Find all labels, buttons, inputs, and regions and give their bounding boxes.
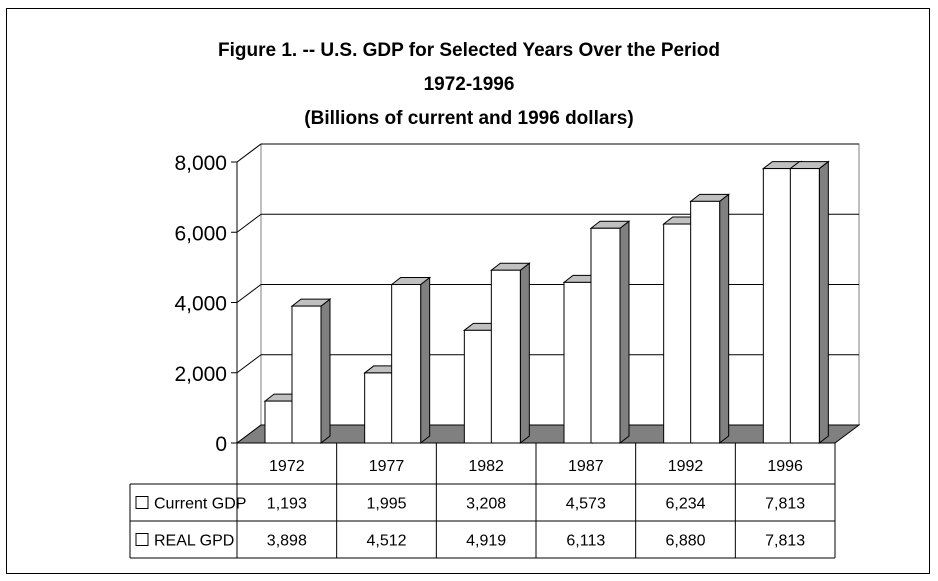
bar-face bbox=[690, 200, 721, 444]
legend-label: Current GDP bbox=[154, 496, 246, 513]
gridline-side bbox=[236, 354, 262, 374]
chart-title-line-3: (Billions of current and 1996 dollars) bbox=[304, 108, 634, 129]
data-label: 6,234 bbox=[665, 496, 705, 513]
legend-key bbox=[135, 496, 149, 509]
y-tick-label: 0 bbox=[215, 433, 227, 456]
bar-real-gpd-1992 bbox=[689, 193, 731, 445]
data-table: 1972 1977 1982 1987 1992 1996 Current GDP 1,193… bbox=[129, 442, 836, 559]
category-label: 1977 bbox=[369, 458, 405, 475]
category-label: 1987 bbox=[568, 458, 604, 475]
bar-face bbox=[590, 227, 621, 444]
bar-face bbox=[463, 329, 494, 444]
category-label: 1996 bbox=[767, 458, 803, 475]
chart-frame bbox=[6, 8, 930, 574]
data-label: 1,995 bbox=[366, 496, 406, 513]
bar-face bbox=[663, 223, 694, 444]
data-label: 6,880 bbox=[665, 533, 705, 550]
chart-title-line-2: 1972-1996 bbox=[423, 74, 515, 95]
gridlines bbox=[236, 143, 859, 374]
bar-face bbox=[264, 400, 295, 444]
category-label: 1982 bbox=[468, 458, 504, 475]
category-label: 1992 bbox=[668, 458, 704, 475]
bar-real-gpd-1972 bbox=[290, 298, 332, 445]
bar-face bbox=[490, 269, 521, 444]
bar-real-gpd-1982 bbox=[489, 262, 531, 445]
data-label: 4,573 bbox=[566, 496, 606, 513]
bar-face bbox=[364, 372, 395, 444]
y-tick-label: 2,000 bbox=[174, 363, 227, 386]
y-tick-label: 6,000 bbox=[174, 222, 227, 245]
data-label: 3,208 bbox=[466, 496, 506, 513]
bar-real-gpd-1987 bbox=[589, 220, 631, 445]
bar-real-gpd-1977 bbox=[390, 276, 432, 445]
data-label: 6,113 bbox=[566, 533, 605, 550]
bar-side bbox=[619, 220, 630, 445]
data-label: 7,813 bbox=[765, 533, 805, 550]
bar-side bbox=[320, 298, 331, 445]
legend-key bbox=[135, 533, 149, 546]
y-tick-label: 4,000 bbox=[174, 293, 227, 316]
y-tick-label: 8,000 bbox=[174, 152, 227, 175]
bar-real-gpd-1996 bbox=[788, 160, 830, 445]
legend-label: REAL GPD bbox=[154, 533, 234, 550]
gridline-side bbox=[236, 143, 262, 163]
bar-face bbox=[762, 168, 793, 444]
data-label: 4,512 bbox=[366, 533, 406, 550]
bar-face bbox=[563, 281, 594, 444]
data-label: 3,898 bbox=[267, 533, 307, 550]
data-label: 1,193 bbox=[267, 496, 307, 513]
data-label: 4,919 bbox=[466, 533, 506, 550]
chart-title-line-1: Figure 1. -- U.S. GDP for Selected Years… bbox=[218, 40, 720, 61]
bar-side bbox=[519, 262, 530, 445]
y-axis: 0 2,000 4,000 6,000 8,000 bbox=[174, 152, 238, 456]
bar-face bbox=[789, 168, 820, 444]
bar-side bbox=[818, 160, 829, 445]
bar-side bbox=[719, 193, 730, 445]
data-label: 7,813 bbox=[765, 496, 805, 513]
bar-side bbox=[420, 276, 431, 445]
category-label: 1972 bbox=[269, 458, 305, 475]
bars bbox=[263, 160, 830, 445]
gridline-side bbox=[236, 213, 262, 233]
bar-face bbox=[291, 305, 322, 444]
gridline-side bbox=[236, 284, 262, 303]
bar-face bbox=[391, 284, 422, 444]
